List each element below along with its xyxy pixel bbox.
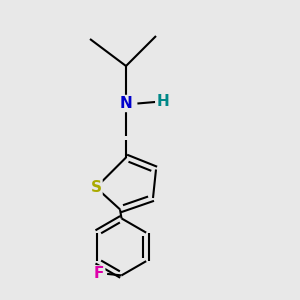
- Text: F: F: [94, 266, 104, 281]
- Text: H: H: [157, 94, 169, 110]
- Text: S: S: [91, 180, 101, 195]
- Text: N: N: [120, 96, 132, 111]
